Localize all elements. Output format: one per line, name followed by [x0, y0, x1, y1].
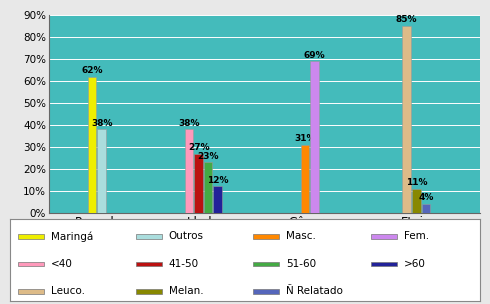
- Text: Ñ Relatado: Ñ Relatado: [286, 286, 343, 296]
- FancyBboxPatch shape: [253, 234, 279, 239]
- FancyBboxPatch shape: [18, 234, 44, 239]
- Bar: [185, 130, 194, 213]
- Text: 38%: 38%: [91, 119, 112, 128]
- FancyBboxPatch shape: [253, 262, 279, 266]
- Text: 23%: 23%: [197, 152, 219, 161]
- Bar: [194, 154, 203, 213]
- Bar: [301, 145, 309, 213]
- Bar: [310, 61, 319, 213]
- Text: 69%: 69%: [304, 50, 325, 60]
- Text: Fem.: Fem.: [404, 231, 429, 241]
- Text: 62%: 62%: [81, 66, 103, 75]
- Bar: [421, 204, 430, 213]
- Text: 31%: 31%: [294, 134, 316, 143]
- Text: 11%: 11%: [406, 178, 427, 187]
- Text: 38%: 38%: [178, 119, 200, 128]
- Text: 85%: 85%: [396, 16, 417, 24]
- Bar: [412, 189, 420, 213]
- FancyBboxPatch shape: [136, 234, 162, 239]
- Text: <40: <40: [51, 259, 73, 269]
- Text: 51-60: 51-60: [286, 259, 317, 269]
- FancyBboxPatch shape: [18, 289, 44, 294]
- Text: Masc.: Masc.: [286, 231, 316, 241]
- FancyBboxPatch shape: [371, 234, 397, 239]
- Text: Melan.: Melan.: [169, 286, 203, 296]
- FancyBboxPatch shape: [371, 262, 397, 266]
- FancyBboxPatch shape: [136, 262, 162, 266]
- Bar: [214, 186, 222, 213]
- Text: Outros: Outros: [169, 231, 204, 241]
- Text: Leuco.: Leuco.: [51, 286, 85, 296]
- Text: 41-50: 41-50: [169, 259, 199, 269]
- Bar: [88, 77, 97, 213]
- Text: >60: >60: [404, 259, 426, 269]
- Text: 12%: 12%: [207, 176, 228, 185]
- Bar: [204, 162, 213, 213]
- Text: 27%: 27%: [188, 143, 209, 152]
- Bar: [98, 130, 106, 213]
- FancyBboxPatch shape: [253, 289, 279, 294]
- Text: 4%: 4%: [418, 193, 434, 202]
- Bar: [402, 26, 411, 213]
- Text: Maringá: Maringá: [51, 231, 94, 242]
- FancyBboxPatch shape: [18, 262, 44, 266]
- FancyBboxPatch shape: [136, 289, 162, 294]
